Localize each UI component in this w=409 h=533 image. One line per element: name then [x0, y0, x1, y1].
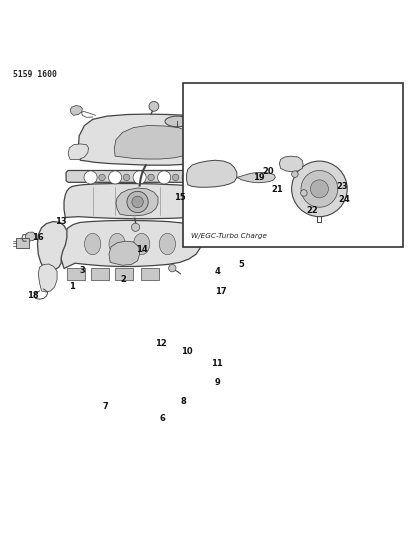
- Bar: [141, 268, 158, 280]
- Text: 5159 1600: 5159 1600: [13, 69, 57, 78]
- Circle shape: [291, 171, 297, 177]
- Bar: [67, 268, 85, 280]
- Text: 15: 15: [173, 193, 185, 203]
- Text: 3: 3: [79, 266, 85, 275]
- Text: 8: 8: [180, 397, 186, 406]
- Text: 10: 10: [180, 347, 192, 356]
- Text: 7: 7: [102, 402, 108, 411]
- Text: 11: 11: [211, 359, 222, 368]
- Circle shape: [127, 191, 148, 213]
- Circle shape: [300, 171, 337, 207]
- Text: 2: 2: [120, 275, 126, 284]
- Text: 23: 23: [335, 182, 347, 191]
- Circle shape: [300, 190, 306, 196]
- Circle shape: [131, 223, 139, 231]
- Polygon shape: [114, 126, 195, 159]
- Text: 13: 13: [55, 217, 67, 226]
- Bar: [221, 176, 242, 182]
- Circle shape: [123, 174, 130, 181]
- Polygon shape: [38, 264, 57, 292]
- Text: 24: 24: [337, 195, 349, 204]
- Text: 21: 21: [271, 185, 283, 194]
- Text: 22: 22: [306, 206, 317, 215]
- Polygon shape: [60, 220, 201, 269]
- Text: W/EGC-Turbo Charge: W/EGC-Turbo Charge: [190, 233, 266, 239]
- Bar: [115, 268, 133, 280]
- Text: 1: 1: [69, 282, 75, 292]
- Polygon shape: [109, 241, 139, 265]
- Circle shape: [172, 174, 178, 181]
- Circle shape: [147, 174, 154, 181]
- Bar: [221, 182, 242, 188]
- Text: 20: 20: [262, 167, 274, 176]
- Bar: [90, 268, 108, 280]
- Text: 18: 18: [27, 292, 38, 301]
- Circle shape: [157, 171, 170, 184]
- Circle shape: [99, 174, 105, 181]
- Polygon shape: [25, 232, 35, 241]
- Text: 14: 14: [135, 245, 147, 254]
- Circle shape: [132, 196, 143, 208]
- Ellipse shape: [84, 233, 101, 255]
- Bar: [16, 238, 29, 248]
- Polygon shape: [68, 144, 88, 159]
- Circle shape: [291, 161, 346, 216]
- Ellipse shape: [159, 233, 175, 255]
- Polygon shape: [279, 156, 302, 172]
- FancyBboxPatch shape: [222, 127, 236, 136]
- Circle shape: [108, 171, 121, 184]
- Circle shape: [148, 101, 158, 111]
- Circle shape: [84, 171, 97, 184]
- Circle shape: [196, 174, 203, 181]
- Text: 9: 9: [214, 378, 220, 387]
- Text: 12: 12: [155, 339, 166, 348]
- Polygon shape: [236, 173, 274, 183]
- Text: 17: 17: [214, 287, 226, 295]
- Polygon shape: [207, 185, 217, 196]
- Circle shape: [182, 171, 195, 184]
- Ellipse shape: [164, 116, 189, 127]
- Polygon shape: [66, 171, 229, 182]
- Polygon shape: [64, 183, 216, 219]
- Polygon shape: [78, 114, 224, 165]
- Text: 5: 5: [238, 260, 244, 269]
- Text: 16: 16: [32, 232, 44, 241]
- Text: 19: 19: [252, 173, 264, 182]
- Ellipse shape: [109, 233, 125, 255]
- Ellipse shape: [133, 233, 149, 255]
- Polygon shape: [186, 160, 236, 187]
- Circle shape: [168, 264, 175, 272]
- Polygon shape: [116, 188, 157, 216]
- Circle shape: [204, 171, 217, 184]
- Text: 4: 4: [214, 267, 220, 276]
- Polygon shape: [37, 222, 67, 271]
- Circle shape: [310, 180, 328, 198]
- Circle shape: [133, 171, 146, 184]
- Polygon shape: [70, 106, 82, 115]
- Bar: [182, 84, 402, 247]
- Text: 6: 6: [159, 414, 165, 423]
